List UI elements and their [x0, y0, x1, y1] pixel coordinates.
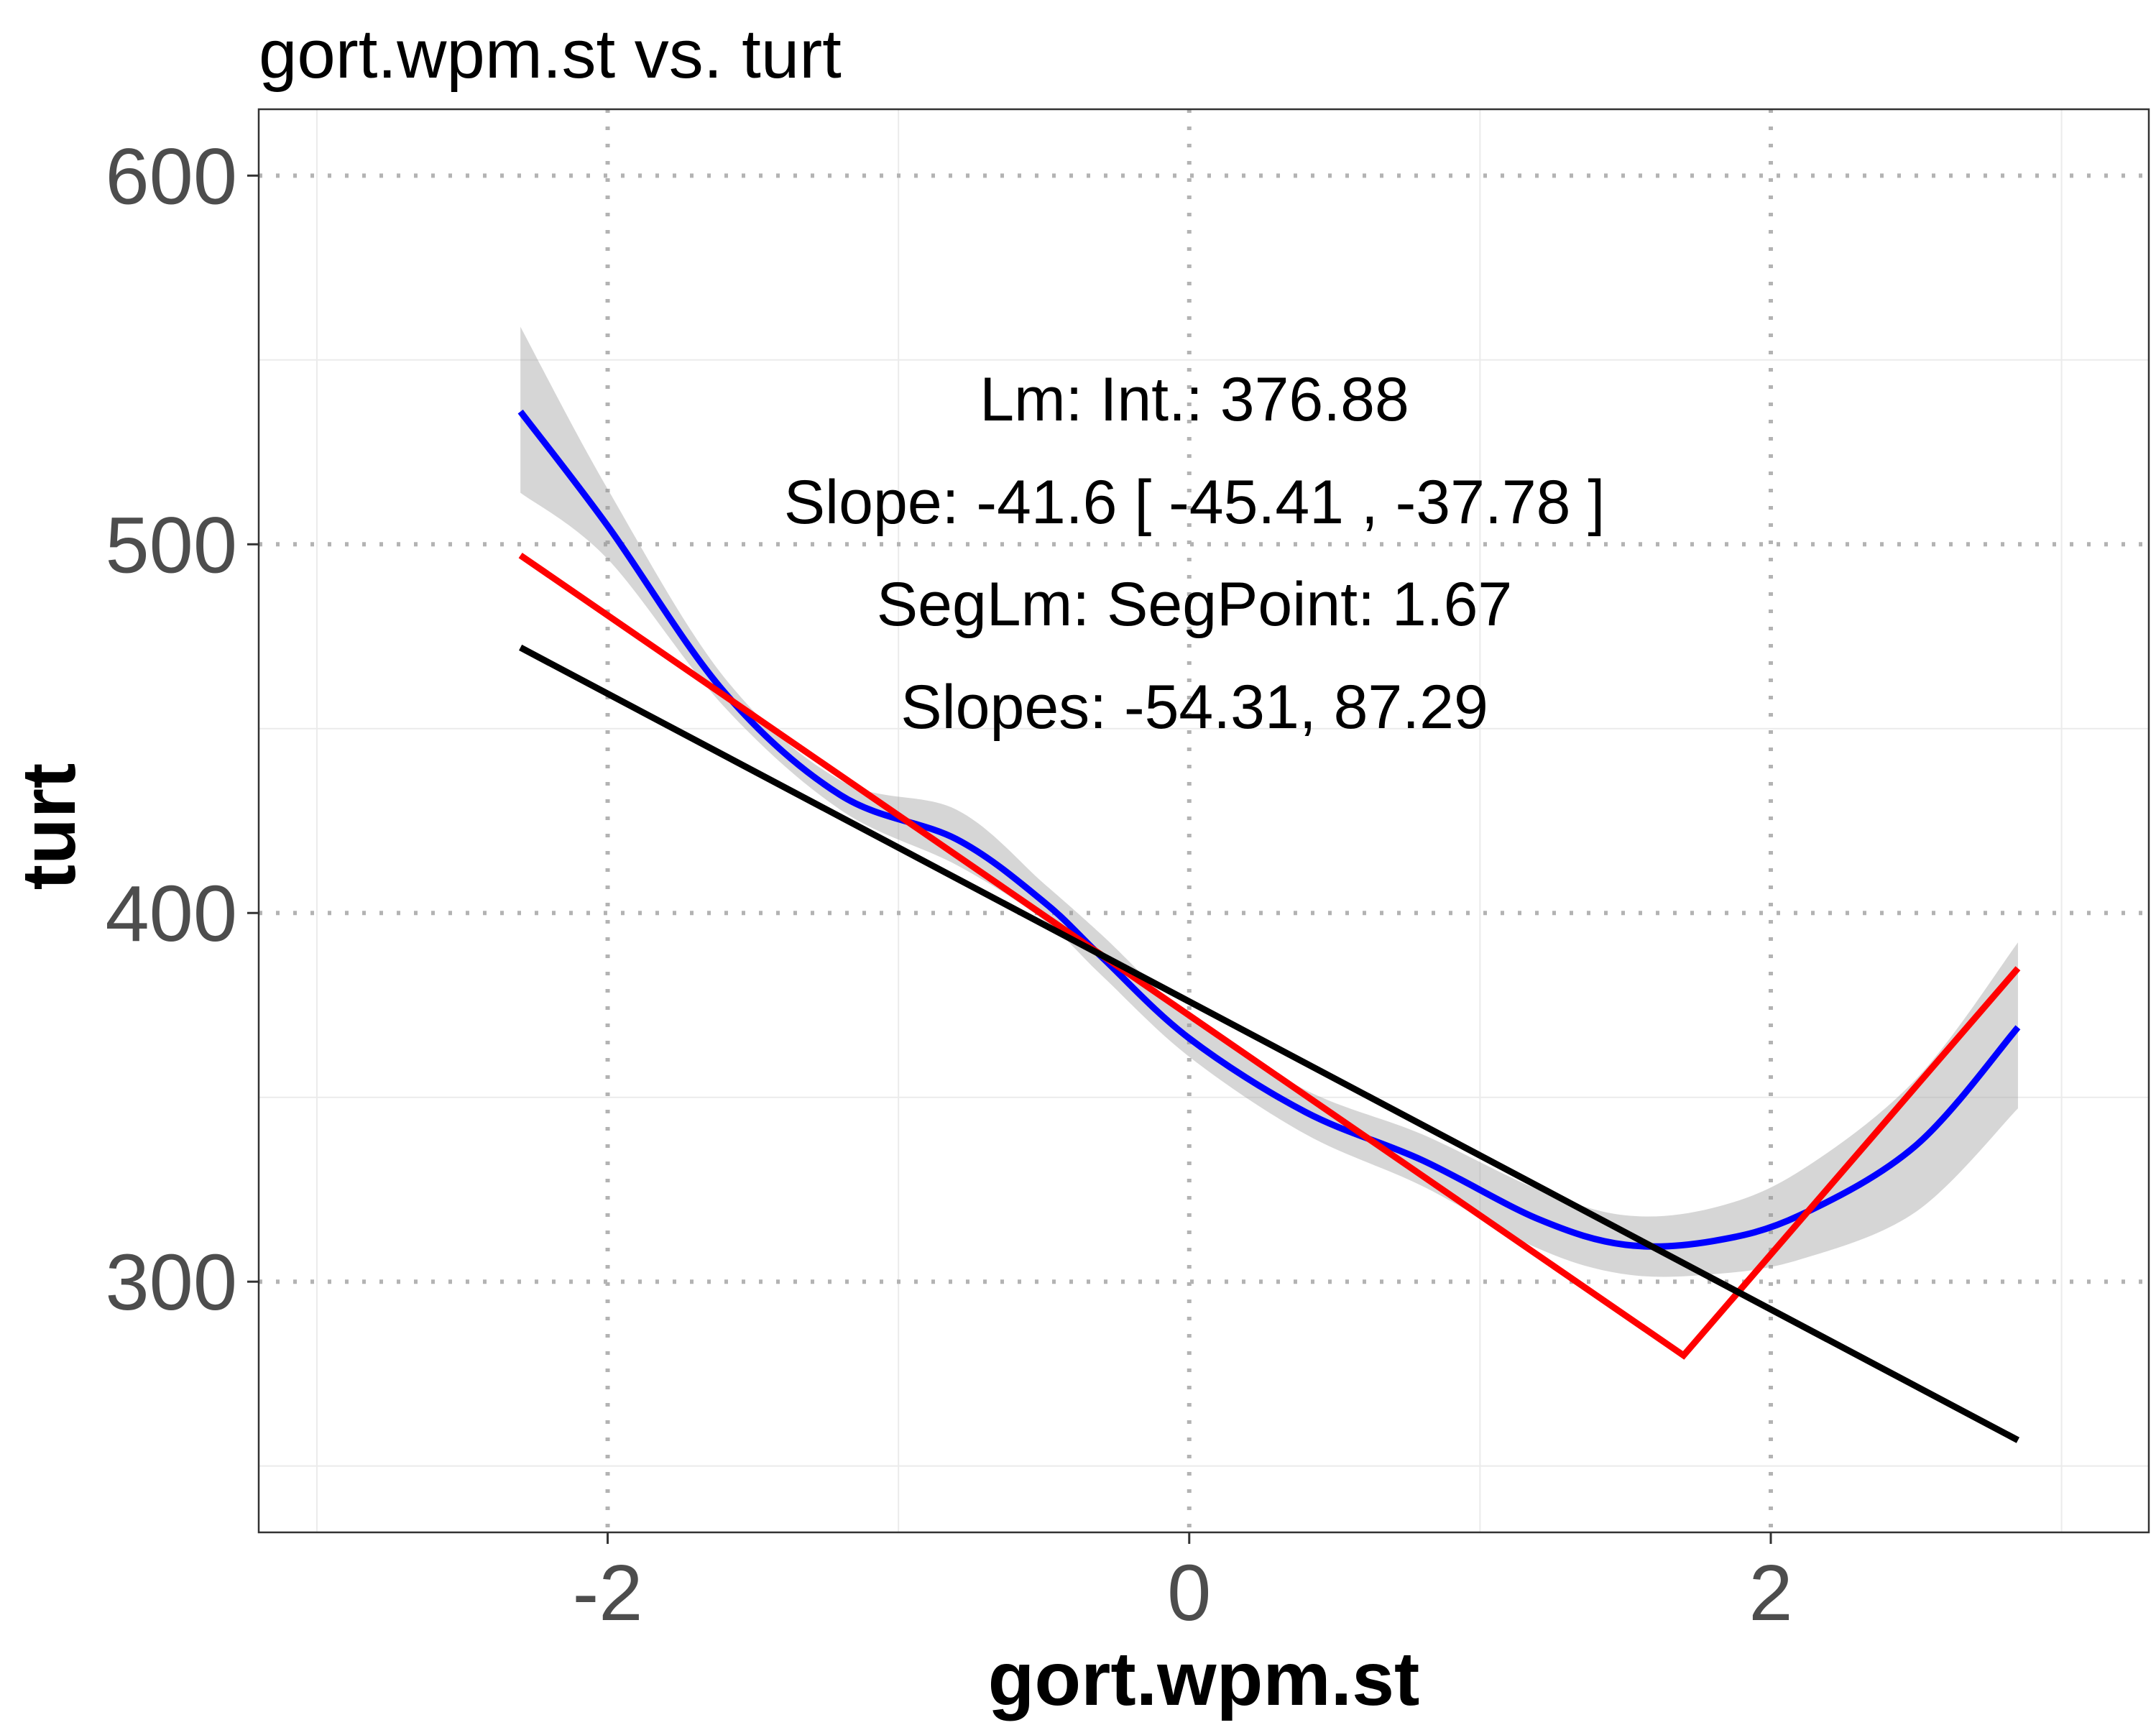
annotation-line-3: Slopes: -54.31, 87.29 [900, 673, 1488, 742]
series-layer [517, 409, 2021, 1443]
annotation-line-0: Lm: Int.: 376.88 [980, 365, 1409, 434]
minor-grid [259, 109, 2149, 1532]
x-tick-label-1: 0 [1167, 1549, 1211, 1637]
chart-title: gort.wpm.st vs. turt [259, 16, 842, 93]
segmented-regression-line [518, 552, 2021, 1360]
y-tick-label-3: 600 [105, 132, 237, 221]
x-axis-ticks: -2 0 2 [573, 1532, 1793, 1637]
annotation-line-1: Slope: -41.6 [ -45.41 , -37.78 ] [784, 468, 1606, 537]
y-tick-label-0: 300 [105, 1238, 237, 1327]
y-axis-ticks: 300 400 500 600 [105, 132, 259, 1327]
y-axis-title: turt [6, 763, 91, 891]
major-grid [259, 109, 2149, 1532]
y-tick-label-2: 500 [105, 501, 237, 589]
annotation-block: Lm: Int.: 376.88 Slope: -41.6 [ -45.41 , … [784, 365, 1606, 742]
plot-panel-border [257, 108, 2150, 1534]
x-tick-label-0: -2 [573, 1549, 643, 1637]
y-tick-label-1: 400 [105, 870, 237, 958]
linear-regression-line [519, 644, 2020, 1443]
x-axis-title: gort.wpm.st [988, 1637, 1420, 1721]
annotation-line-2: SegLm: SegPoint: 1.67 [877, 570, 1512, 639]
x-tick-label-2: 2 [1749, 1549, 1792, 1637]
